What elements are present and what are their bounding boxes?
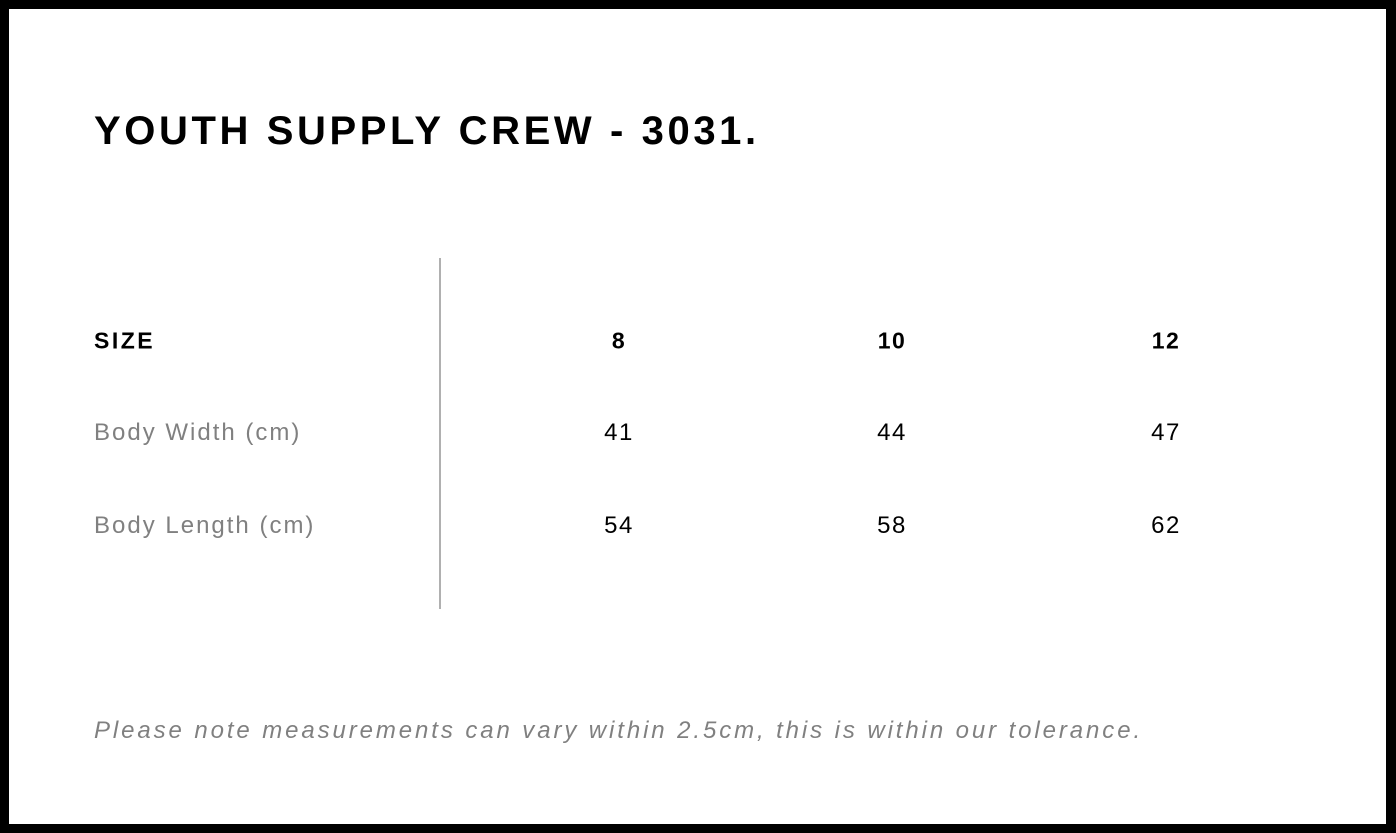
size-header-cell: 10 — [877, 327, 907, 354]
size-header-label: SIZE — [94, 327, 156, 354]
row-label-body-width: Body Width (cm) — [94, 419, 302, 446]
column-divider — [439, 258, 441, 609]
table-cell: 62 — [1151, 512, 1181, 539]
size-header-cell: 8 — [611, 327, 627, 354]
table-cell: 47 — [1151, 419, 1181, 446]
page-title: YOUTH SUPPLY CREW - 3031. — [94, 109, 760, 153]
size-chart-card: YOUTH SUPPLY CREW - 3031. SIZE 8 10 12 B… — [9, 9, 1386, 824]
row-label-body-length: Body Length (cm) — [94, 512, 316, 539]
table-cell: 54 — [604, 512, 634, 539]
table-cell: 58 — [877, 512, 907, 539]
table-cell: 41 — [604, 419, 634, 446]
table-cell: 44 — [877, 419, 907, 446]
size-header-cell: 12 — [1151, 327, 1181, 354]
tolerance-note: Please note measurements can vary within… — [94, 717, 1144, 744]
